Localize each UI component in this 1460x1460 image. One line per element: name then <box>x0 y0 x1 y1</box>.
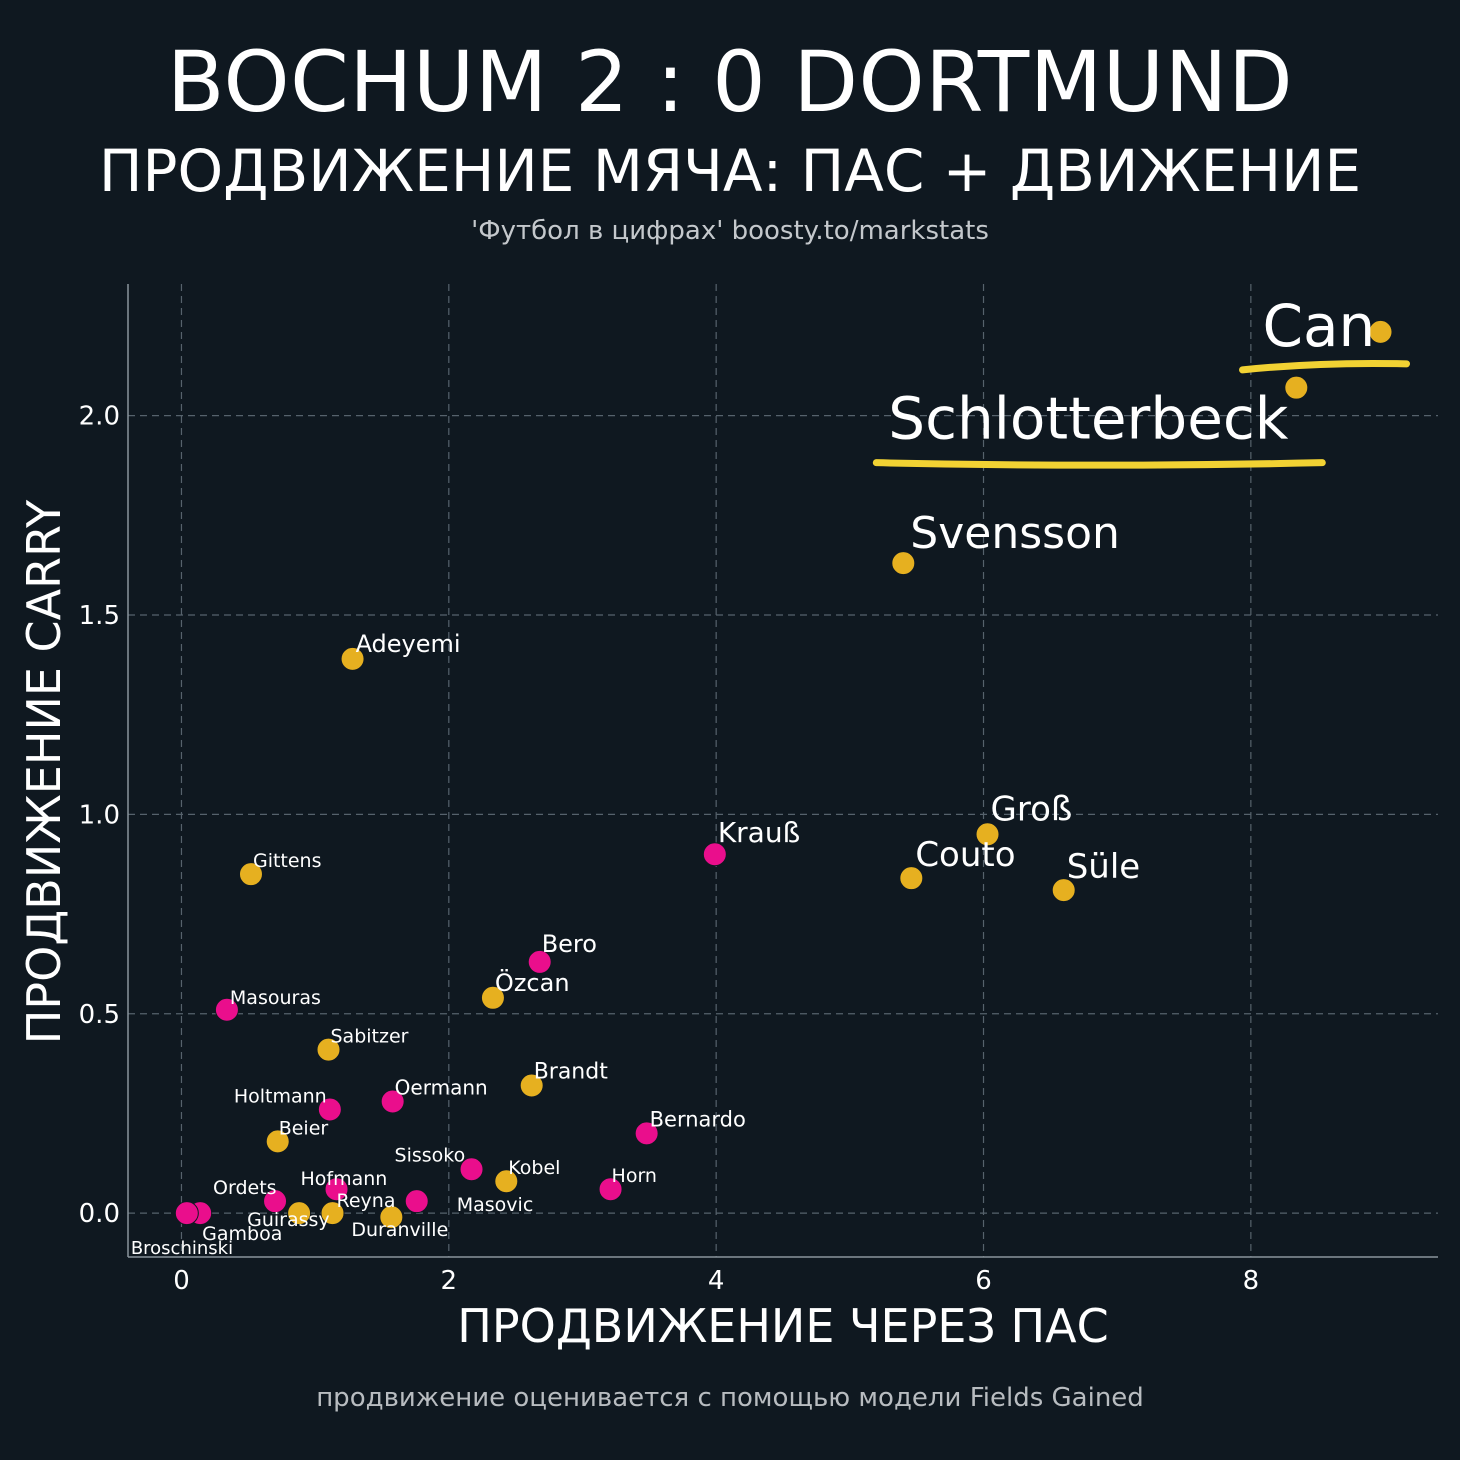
label-schlotterbeck: Schlotterbeck <box>888 385 1288 453</box>
label-svensson: Svensson <box>910 508 1120 559</box>
y-tick-label: 0.5 <box>79 1000 120 1030</box>
point-krauss <box>702 842 727 867</box>
point-kobel <box>494 1169 519 1194</box>
point-couto <box>899 866 924 891</box>
x-tick-label: 8 <box>1243 1266 1260 1296</box>
point-reyna <box>320 1201 345 1226</box>
axes <box>127 284 1438 1258</box>
label-ordets: Ordets <box>213 1177 277 1199</box>
label-duranville: Duranville <box>351 1219 448 1241</box>
point-broschinski <box>174 1201 199 1226</box>
point-can <box>1368 319 1393 344</box>
footnote: продвижение оценивается с помощью модели… <box>316 1383 1144 1413</box>
points <box>174 319 1393 1230</box>
x-tick-label: 0 <box>173 1266 190 1296</box>
label-reyna: Reyna <box>337 1190 396 1212</box>
x-tick-label: 6 <box>975 1266 992 1296</box>
label-broschinski: Broschinski <box>131 1238 233 1259</box>
point-svensson <box>891 551 916 576</box>
label-hofmann: Hofmann <box>301 1168 388 1190</box>
highlight-underline-can <box>1239 359 1411 374</box>
label-sissoko: Sissoko <box>395 1144 466 1166</box>
point-sule <box>1051 878 1076 903</box>
highlight-underline-schlotterbeck <box>872 459 1326 469</box>
label-masouras: Masouras <box>230 987 321 1009</box>
point-bero <box>527 949 552 974</box>
x-axis-label: ПРОДВИЖЕНИЕ ЧЕРЕЗ ПАС <box>457 1299 1108 1353</box>
label-adeyemi: Adeyemi <box>356 630 461 658</box>
label-sabitzer: Sabitzer <box>331 1026 409 1048</box>
point-adeyemi <box>340 646 365 671</box>
point-beier <box>265 1129 290 1154</box>
point-masovic <box>404 1189 429 1214</box>
label-ozcan: Özcan <box>495 968 570 997</box>
label-gittens: Gittens <box>253 850 322 872</box>
label-beier: Beier <box>279 1117 329 1139</box>
label-horn: Horn <box>612 1165 657 1187</box>
label-kobel: Kobel <box>508 1157 560 1179</box>
y-axis-label: ПРОДВИЖЕНИЕ CARRY <box>17 499 71 1044</box>
point-guirassy <box>287 1201 312 1226</box>
point-schlotterbeck <box>1284 375 1309 400</box>
point-horn <box>598 1177 623 1202</box>
label-oermann: Oermann <box>395 1075 488 1099</box>
label-brandt: Brandt <box>534 1060 609 1085</box>
point-ozcan <box>480 985 505 1010</box>
point-labels: Can Schlotterbeck Svensson Adeyemi Groß Couto… <box>131 292 1376 1259</box>
y-tick-label: 0.0 <box>79 1199 120 1229</box>
point-masouras <box>214 997 239 1022</box>
label-bernardo: Bernardo <box>650 1107 746 1131</box>
label-bero: Bero <box>542 930 597 958</box>
point-bernardo <box>634 1121 659 1146</box>
label-krauss: Krauß <box>718 816 800 849</box>
point-ordets <box>263 1189 288 1214</box>
label-gross: Groß <box>991 789 1073 829</box>
x-tick-label: 2 <box>441 1266 458 1296</box>
y-tick-label: 2.0 <box>79 402 120 432</box>
label-sule: Süle <box>1067 847 1141 887</box>
label-couto: Couto <box>915 835 1015 875</box>
label-holtmann: Holtmann <box>234 1085 327 1107</box>
point-sissoko <box>459 1157 484 1182</box>
label-masovic: Masovic <box>457 1194 534 1216</box>
chart-subtitle: ПРОДВИЖЕНИЕ МЯЧА: ПАС + ДВИЖЕНИЕ <box>98 137 1362 205</box>
y-tick-label: 1.5 <box>79 601 120 631</box>
point-oermann <box>380 1089 405 1114</box>
point-brandt <box>519 1073 544 1098</box>
y-tick-label: 1.0 <box>79 800 120 830</box>
point-sabitzer <box>316 1037 341 1062</box>
label-guirassy: Guirassy <box>247 1209 330 1231</box>
point-gittens <box>238 862 263 887</box>
credit-line: 'Футбол в цифрах' boosty.to/markstats <box>471 216 989 246</box>
point-hofmann <box>324 1177 349 1202</box>
grid <box>128 284 1438 1257</box>
chart-title: BOCHUM 2 : 0 DORTMUND <box>166 33 1294 131</box>
ticks: 0 2 4 6 8 0.0 0.5 1.0 1.5 2.0 <box>79 402 1259 1296</box>
label-can: Can <box>1263 292 1376 360</box>
label-gamboa: Gamboa <box>202 1223 282 1245</box>
point-gross <box>975 822 1000 847</box>
x-tick-label: 4 <box>708 1266 725 1296</box>
highlights <box>872 359 1411 469</box>
point-holtmann <box>317 1097 342 1122</box>
point-duranville <box>379 1205 404 1230</box>
